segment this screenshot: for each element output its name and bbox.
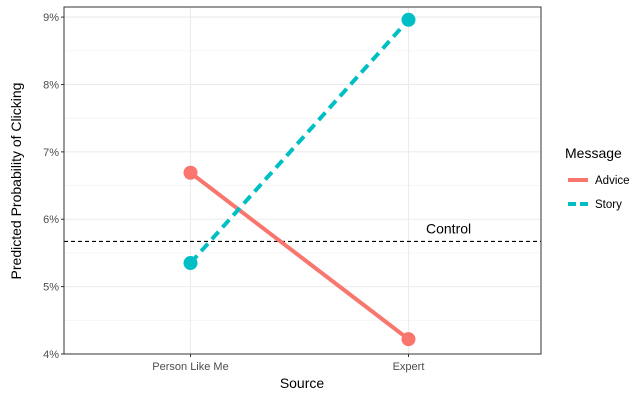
y-tick-label: 6% (43, 214, 59, 226)
data-point-story (183, 256, 198, 271)
y-tick-label: 7% (43, 147, 59, 159)
x-axis-ticks: Person Like Me Expert (152, 354, 424, 373)
minor-gridlines (64, 50, 541, 321)
series-line-story (189, 18, 410, 265)
data-point-story (401, 12, 416, 27)
data-point-advice (183, 165, 198, 180)
panel-border (63, 6, 542, 355)
legend-title: Message (565, 145, 622, 161)
series-lines (189, 18, 410, 341)
y-tick-label: 5% (43, 282, 59, 294)
legend: Message Advice Story (565, 145, 630, 211)
control-reference-label: Control (426, 220, 471, 236)
legend-items: Advice Story (568, 175, 630, 211)
y-tick-label: 9% (43, 12, 59, 24)
x-tick-label: Expert (393, 361, 425, 373)
y-axis-ticks: 4% 5% 6% 7% 8% 9% (43, 12, 64, 361)
reference-line-group: Control (64, 220, 541, 243)
y-axis-title: Predicted Probability of Clicking (8, 83, 24, 280)
data-point-advice (401, 332, 416, 347)
series-points (183, 12, 416, 347)
x-tick-label: Person Like Me (152, 361, 228, 373)
series-line-advice (189, 171, 410, 341)
legend-label-advice: Advice (595, 175, 630, 187)
y-tick-label: 8% (43, 79, 59, 91)
x-axis-title: Source (280, 375, 325, 391)
legend-label-story: Story (595, 199, 622, 211)
y-tick-label: 4% (43, 349, 59, 361)
